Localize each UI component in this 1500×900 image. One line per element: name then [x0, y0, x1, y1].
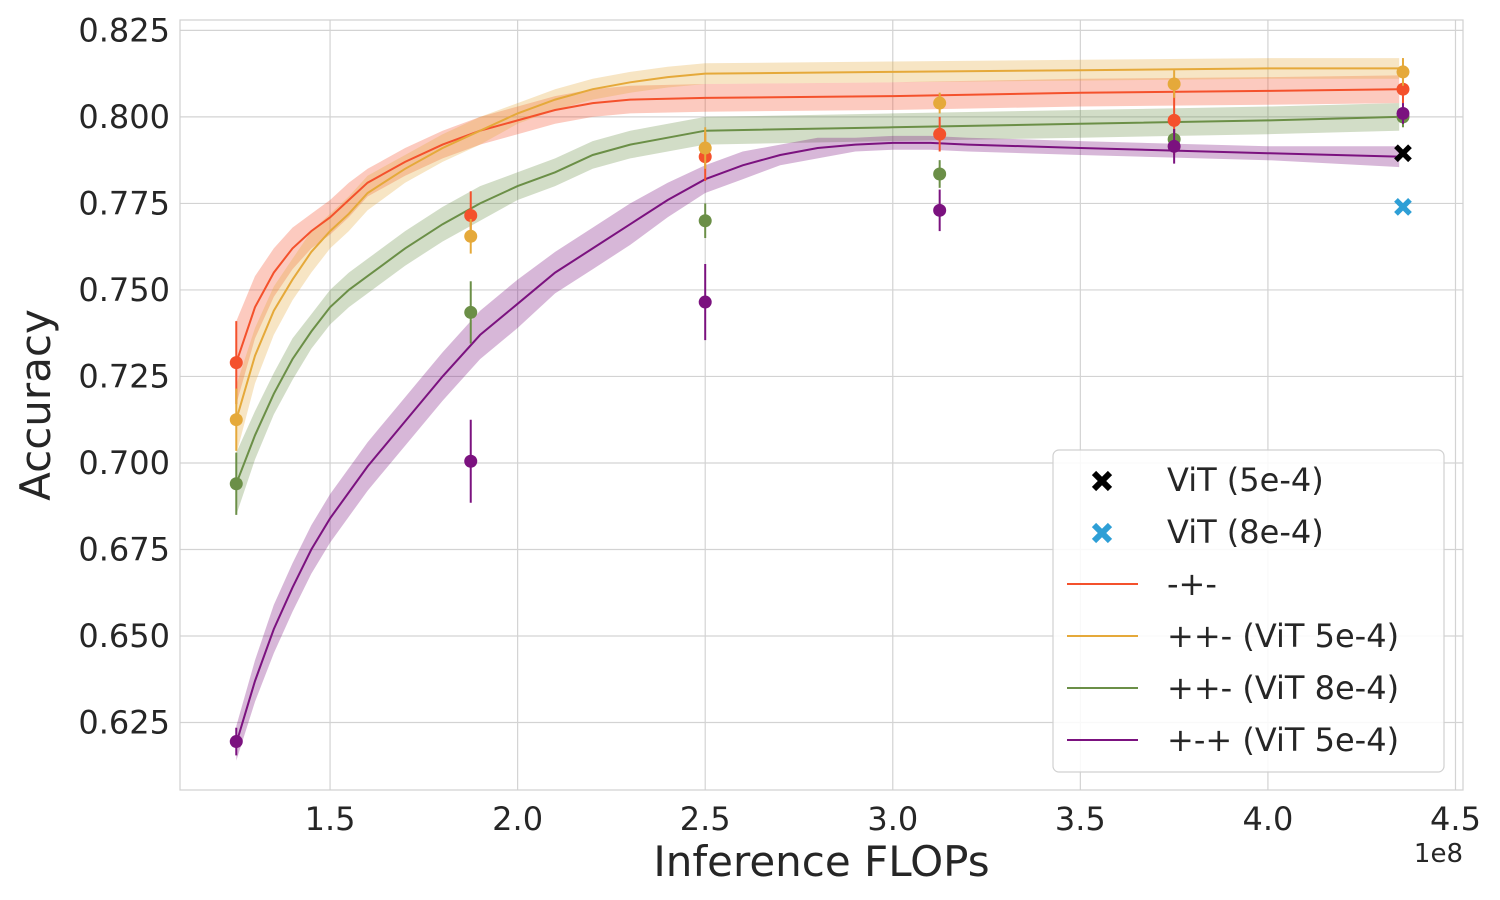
series-4-point	[1167, 139, 1181, 153]
plot-frame	[179, 19, 1464, 791]
series-4-point	[1396, 106, 1410, 120]
legend: ViT (5e-4) ViT (8e-4) -+- ++- (ViT 5e-4) ++-…	[1052, 449, 1445, 773]
series-1-point	[229, 356, 243, 370]
y-tick-label: 0.750	[78, 271, 170, 309]
legend-box	[1052, 449, 1445, 773]
legend-label: +-+ (ViT 5e-4)	[1167, 721, 1399, 759]
series-3-point	[464, 305, 478, 319]
vit-marker-1	[1394, 144, 1412, 163]
x-axis-offset-label: 1e8	[1414, 839, 1463, 869]
x-tick-label: 2.5	[680, 800, 731, 838]
legend-label: ++- (ViT 5e-4)	[1167, 617, 1399, 655]
confidence-bands	[236, 58, 1400, 761]
x-tick-label: 3.0	[867, 800, 918, 838]
y-axis-label: Accuracy	[11, 309, 60, 501]
y-tick-label: 0.800	[78, 98, 170, 136]
series-3-point	[229, 477, 243, 491]
series-3-line	[235, 115, 1400, 485]
series-2-line	[235, 67, 1400, 420]
legend-label: ++- (ViT 8e-4)	[1167, 669, 1399, 707]
x-tick-label: 1.5	[305, 800, 356, 838]
series-2-point	[1167, 77, 1181, 91]
series-2-point	[933, 96, 947, 110]
series-lines	[235, 67, 1400, 744]
series-3-point	[933, 167, 947, 181]
legend-label: ViT (8e-4)	[1167, 513, 1324, 551]
y-tick-label: 0.650	[78, 617, 170, 655]
legend-marker-swatch	[1091, 522, 1113, 544]
series-4-point	[229, 735, 243, 749]
series-4-point	[464, 454, 478, 468]
y-tick-label: 0.675	[78, 530, 170, 568]
x-axis-label: Inference FLOPs	[653, 837, 989, 886]
series-2-point	[698, 141, 712, 155]
x-tick-label: 4.5	[1430, 800, 1481, 838]
y-tick-label: 0.775	[78, 184, 170, 222]
series-3-point	[698, 214, 712, 228]
series-1-point	[1396, 82, 1410, 96]
series-4-band	[236, 135, 1400, 761]
tick-labels: 1.5 2.0 2.5 3.0 3.5 4.0 4.5 0.625 0.650 0.675 0.70…	[78, 11, 1481, 838]
vit-marker-2	[1394, 198, 1412, 216]
series-1-point	[1167, 113, 1181, 127]
series-4-line	[235, 141, 1400, 744]
series-2-point	[1396, 65, 1410, 79]
legend-label: -+-	[1167, 565, 1217, 603]
series-1-point	[464, 209, 478, 223]
x-tick-label: 2.0	[492, 800, 543, 838]
y-tick-label: 0.625	[78, 704, 170, 742]
x-tick-label: 3.5	[1055, 800, 1106, 838]
data-points	[229, 58, 1410, 756]
series-4-point	[933, 203, 947, 217]
series-2-point	[464, 229, 478, 243]
series-4-point	[698, 295, 712, 309]
y-tick-label: 0.725	[78, 357, 170, 395]
legend-label: ViT (5e-4)	[1167, 461, 1324, 499]
y-tick-label: 0.700	[78, 444, 170, 482]
series-1-point	[933, 127, 947, 141]
y-tick-label: 0.825	[78, 11, 170, 49]
series-2-point	[229, 413, 243, 427]
x-tick-label: 4.0	[1242, 800, 1293, 838]
series-1-line	[235, 88, 1400, 363]
legend-marker-swatch	[1091, 470, 1113, 492]
vit-markers	[1394, 144, 1412, 216]
